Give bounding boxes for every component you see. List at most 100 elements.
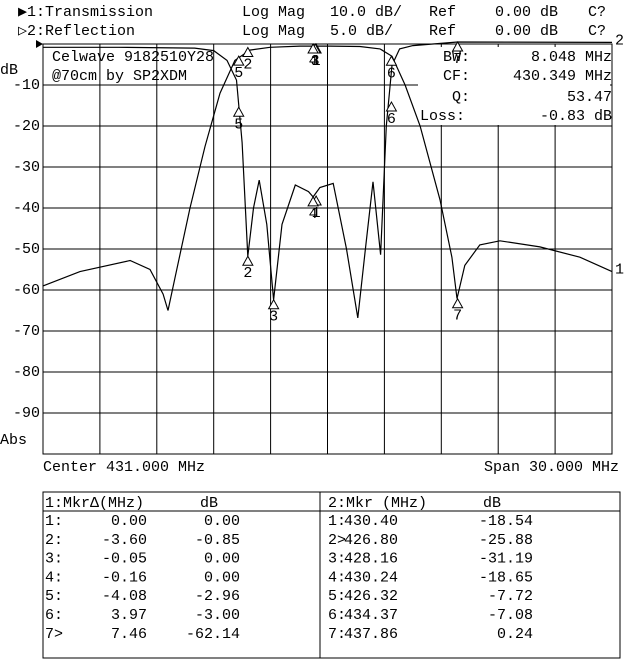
marker-number: 1: [312, 53, 321, 70]
y-tick-label: -50: [13, 241, 40, 258]
marker-db: 0.24: [497, 626, 533, 643]
stat-value: 430.349 MHz: [513, 68, 612, 85]
marker-id: 4:: [328, 569, 346, 586]
trace-2: [43, 41, 613, 318]
y-tick-label: -40: [13, 200, 40, 217]
header-channel: ▶1:Transmission: [18, 4, 153, 21]
trace-label: 1: [615, 262, 624, 279]
marker-db: -18.54: [479, 513, 533, 530]
marker-trace-1: [241, 46, 254, 57]
ref-pointer: [36, 40, 43, 48]
marker-number: 5: [234, 116, 243, 133]
marker-id: 2:: [45, 532, 63, 549]
marker-trace-2: [241, 255, 254, 266]
marker-freq: 437.86: [344, 626, 398, 643]
y-tick-label: -10: [13, 77, 40, 94]
marker-id: 7>: [45, 626, 63, 643]
marker-freq: 0.00: [111, 513, 147, 530]
stat-label: Q:: [452, 89, 470, 106]
marker-number: 4: [309, 206, 318, 223]
marker-db: -0.85: [195, 532, 240, 549]
marker-id: 3:: [45, 551, 63, 568]
marker-db: 0.00: [204, 513, 240, 530]
marker-id: 1:: [328, 513, 346, 530]
marker-number: 7: [453, 308, 462, 325]
y-tick-label: -80: [13, 364, 40, 381]
y-scale-label: Abs: [0, 432, 27, 449]
annotation-bg: [48, 47, 236, 87]
marker-trace-1: [232, 55, 245, 66]
header-format: Log Mag: [242, 4, 305, 21]
header-status: C?: [588, 4, 606, 21]
table-header: dB: [483, 495, 501, 512]
marker-trace-1: [307, 42, 319, 54]
marker-db: -62.14: [186, 626, 240, 643]
marker-trace-1: [385, 55, 398, 66]
stat-label: CF:: [443, 68, 470, 85]
marker-trace-1: [451, 297, 464, 309]
y-tick-label: -30: [13, 159, 40, 176]
center-label: Center 431.000 MHz: [43, 459, 205, 476]
header-channel: ▷2:Reflection: [18, 23, 135, 40]
marker-number: 6: [387, 65, 396, 82]
marker-freq: 428.16: [344, 551, 398, 568]
marker-freq: -4.08: [102, 588, 147, 605]
stat-label: Loss:: [420, 108, 465, 125]
marker-number: 1: [312, 205, 321, 222]
marker-freq: 430.24: [344, 569, 398, 586]
marker-freq: 3.97: [111, 607, 147, 624]
y-tick-label: -60: [13, 282, 40, 299]
marker-number: 3: [269, 309, 278, 326]
table-header: dB: [200, 495, 218, 512]
header-status: C?: [588, 23, 606, 40]
marker-freq: -3.60: [102, 532, 147, 549]
table-header: 2:Mkr (MHz): [328, 495, 427, 512]
marker-id: 7:: [328, 626, 346, 643]
stats-bg: [418, 47, 610, 125]
marker-number: 2: [243, 56, 252, 73]
marker-freq: -0.16: [102, 569, 147, 586]
marker-id: 6:: [45, 607, 63, 624]
marker-number: 3: [311, 53, 320, 70]
annotation-author: @70cm by SP2XDM: [52, 68, 187, 85]
span-label: Span 30.000 MHz: [484, 459, 619, 476]
y-tick-label: -70: [13, 323, 40, 340]
marker-db: 0.00: [204, 551, 240, 568]
table-header: 1:MkrΔ(MHz): [45, 495, 144, 512]
marker-id: 3:: [328, 551, 346, 568]
marker-freq: 430.40: [344, 513, 398, 530]
marker-db: -2.96: [195, 588, 240, 605]
header-scale: 5.0 dB/: [330, 23, 393, 40]
y-unit-label: dB: [0, 62, 18, 79]
marker-db: -25.88: [479, 532, 533, 549]
marker-number: 4: [309, 53, 318, 70]
marker-db: -7.72: [488, 588, 533, 605]
marker-freq: 7.46: [111, 626, 147, 643]
stat-value: 8.048 MHz: [531, 49, 612, 66]
marker-db: -7.08: [488, 607, 533, 624]
marker-id: 2>: [328, 532, 346, 549]
marker-trace-2: [451, 41, 464, 52]
header-ref-label: Ref: [429, 23, 456, 40]
marker-trace-2: [232, 106, 245, 117]
marker-trace-2: [267, 298, 280, 310]
header-ref: 0.00 dB: [495, 4, 558, 21]
header-ref-label: Ref: [429, 4, 456, 21]
trace-label: 2: [615, 32, 624, 49]
y-tick-label: -20: [13, 118, 40, 135]
marker-freq: 426.80: [344, 532, 398, 549]
header-scale: 10.0 dB/: [330, 4, 402, 21]
marker-trace-2: [307, 195, 319, 207]
header-format: Log Mag: [242, 23, 305, 40]
marker-db: 0.00: [204, 569, 240, 586]
marker-table-frame: [42, 491, 621, 659]
marker-id: 4:: [45, 569, 63, 586]
y-tick-label: -90: [13, 405, 40, 422]
marker-freq: 434.37: [344, 607, 398, 624]
stat-label: BW:: [443, 49, 470, 66]
marker-db: -31.19: [479, 551, 533, 568]
marker-number: 7: [453, 51, 462, 68]
marker-id: 5:: [45, 588, 63, 605]
marker-freq: -0.05: [102, 551, 147, 568]
